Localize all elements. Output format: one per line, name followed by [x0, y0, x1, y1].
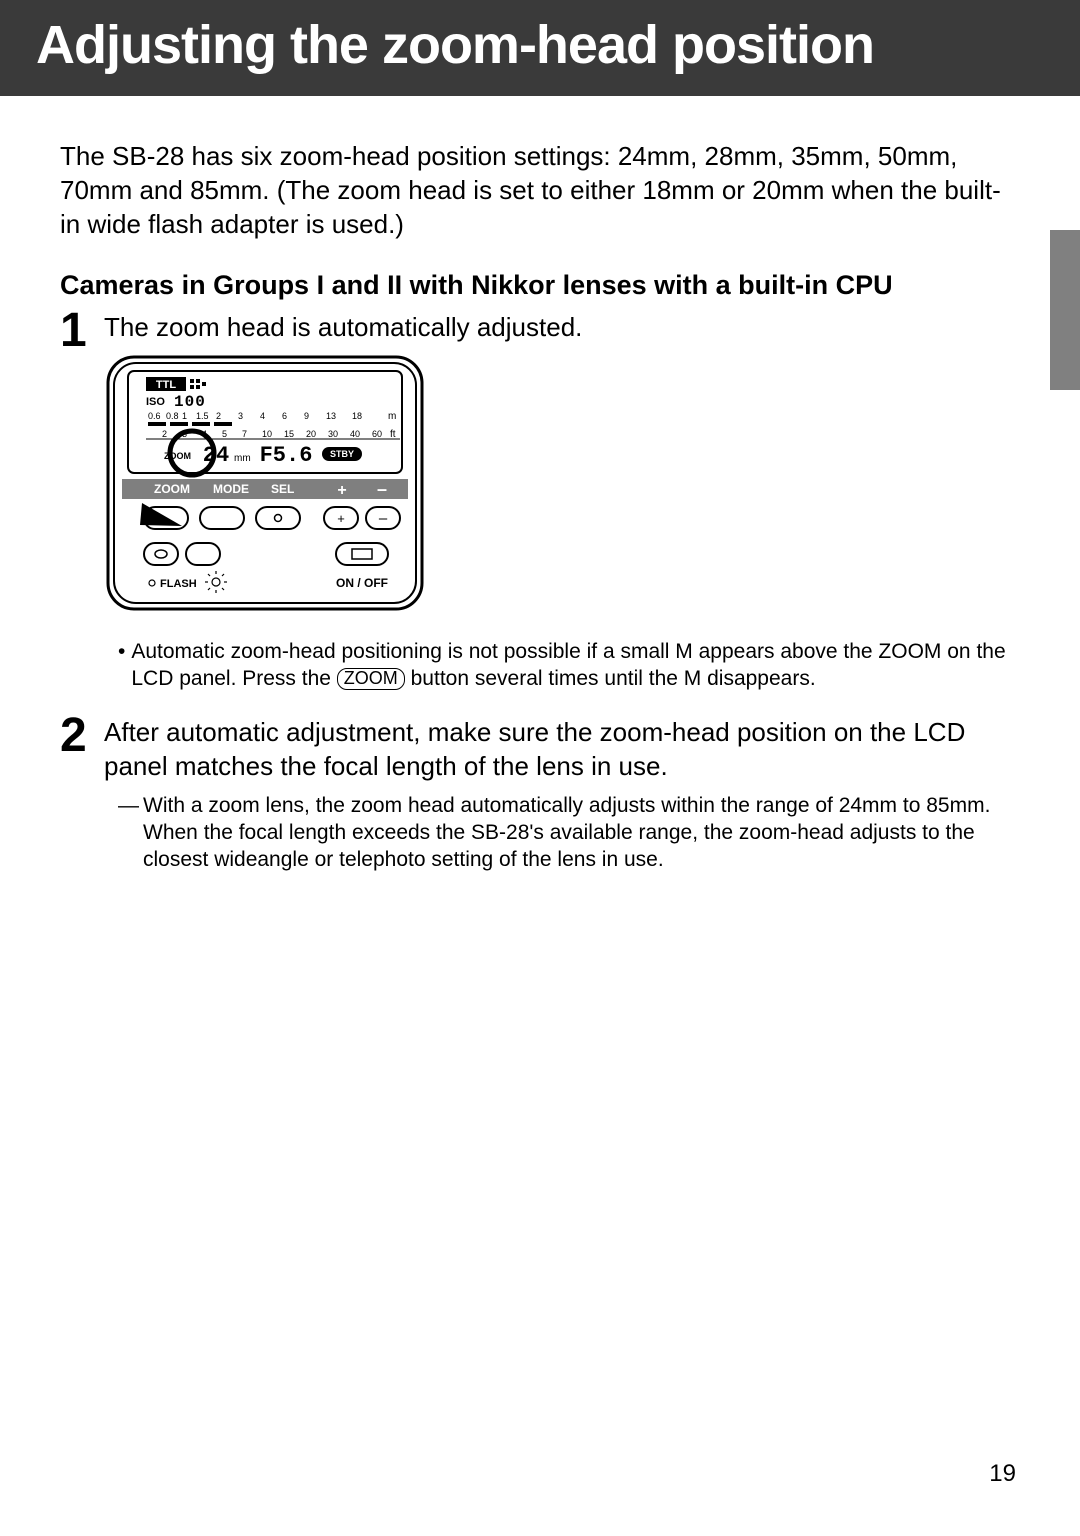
section-subhead: Cameras in Groups I and II with Nikkor l… — [60, 269, 1020, 302]
note-bullet: • Automatic zoom-head positioning is not… — [118, 638, 1020, 693]
svg-text:4: 4 — [260, 411, 265, 421]
lcd-panel-svg: TTL ISO 100 0.6 0.81 1.5 2 3 4 6 9 13 18 m — [104, 353, 426, 613]
content-area: The SB-28 has six zoom-head position set… — [0, 140, 1080, 874]
svg-text:1.5: 1.5 — [196, 411, 209, 421]
step-text: The zoom head is automatically adjusted. — [104, 311, 1020, 345]
section-tab — [1050, 230, 1080, 390]
svg-text:TTL: TTL — [156, 379, 176, 391]
header-bar: Adjusting the zoom-head position — [0, 0, 1080, 96]
svg-text:FLASH: FLASH — [160, 578, 197, 590]
svg-text:3: 3 — [238, 411, 243, 421]
svg-text:mm: mm — [234, 453, 251, 464]
svg-text:–: – — [377, 479, 387, 499]
svg-text:+: + — [337, 482, 346, 499]
svg-text:ON / OFF: ON / OFF — [336, 576, 388, 590]
bullet-text: Automatic zoom-head positioning is not p… — [131, 638, 1020, 693]
svg-text:0.8: 0.8 — [166, 411, 179, 421]
svg-text:ft: ft — [390, 429, 396, 440]
svg-text:20: 20 — [306, 429, 316, 439]
svg-text:SEL: SEL — [271, 482, 294, 496]
bullet-dot-icon: • — [118, 638, 125, 693]
dash-icon: — — [118, 792, 139, 874]
step-number: 1 — [60, 311, 94, 352]
svg-text:15: 15 — [284, 429, 294, 439]
lcd-illustration: TTL ISO 100 0.6 0.81 1.5 2 3 4 6 9 13 18 m — [104, 353, 1020, 618]
step-text: After automatic adjustment, make sure th… — [104, 716, 1020, 784]
svg-text:30: 30 — [328, 429, 338, 439]
step-number: 2 — [60, 716, 94, 757]
zoom-button-label: ZOOM — [337, 668, 405, 690]
svg-text:MODE: MODE — [213, 482, 249, 496]
svg-text:7: 7 — [242, 429, 247, 439]
svg-text:18: 18 — [352, 411, 362, 421]
svg-text:F5.6: F5.6 — [260, 443, 313, 468]
svg-text:9: 9 — [304, 411, 309, 421]
svg-text:–: – — [379, 510, 388, 527]
svg-text:m: m — [388, 411, 396, 422]
intro-paragraph: The SB-28 has six zoom-head position set… — [60, 140, 1020, 241]
svg-text:ISO: ISO — [146, 396, 165, 408]
svg-text:13: 13 — [326, 411, 336, 421]
svg-text:ZOOM: ZOOM — [154, 482, 190, 496]
dash-note: — With a zoom lens, the zoom head automa… — [118, 792, 1020, 874]
svg-text:6: 6 — [282, 411, 287, 421]
svg-text:2: 2 — [162, 429, 167, 439]
svg-text:2: 2 — [216, 411, 221, 421]
svg-text:+: + — [337, 511, 345, 526]
svg-text:100: 100 — [174, 393, 206, 411]
dash-note-text: With a zoom lens, the zoom head automati… — [143, 792, 1020, 874]
page-title: Adjusting the zoom-head position — [36, 14, 1044, 76]
svg-text:1: 1 — [182, 411, 187, 421]
svg-text:60: 60 — [372, 429, 382, 439]
svg-text:40: 40 — [350, 429, 360, 439]
step-2: 2 After automatic adjustment, make sure … — [60, 716, 1020, 784]
step-1: 1 The zoom head is automatically adjuste… — [60, 311, 1020, 630]
page-number: 19 — [989, 1460, 1016, 1488]
svg-text:10: 10 — [262, 429, 272, 439]
svg-text:5: 5 — [222, 429, 227, 439]
svg-text:STBY: STBY — [330, 449, 354, 459]
svg-text:0.6: 0.6 — [148, 411, 161, 421]
